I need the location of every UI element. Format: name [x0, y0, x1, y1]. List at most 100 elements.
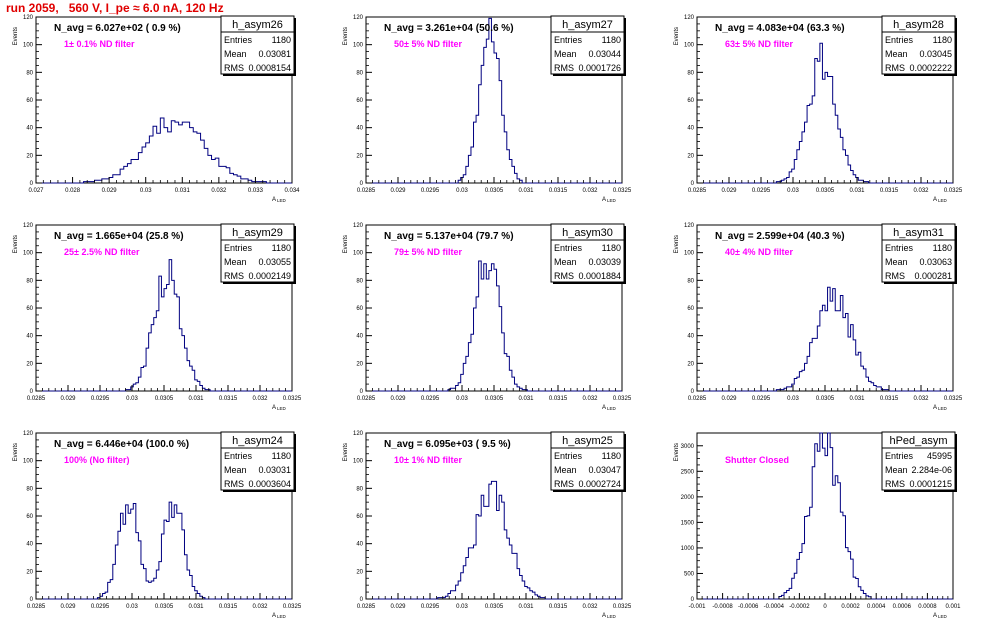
x-tick-label: 0.032	[582, 188, 598, 194]
y-tick-label: 3000	[681, 444, 695, 450]
y-tick-label: 0	[360, 181, 364, 187]
stats-label: Entries	[885, 35, 914, 45]
stats-box	[550, 431, 625, 491]
y-tick-label: 60	[356, 514, 363, 520]
stats-value: 1180	[933, 243, 952, 253]
y-tick-label: 20	[356, 153, 363, 159]
x-tick-label: 0.0305	[816, 396, 835, 402]
stats-label: Mean	[885, 49, 908, 59]
stats-label: RMS	[224, 63, 244, 73]
stats-value: 0.03044	[588, 49, 621, 59]
histogram-panel-h_asym26: 0.027 0.028 0.029 0.03 0.031 0.032 0.033 0.034 0…	[13, 15, 300, 203]
stats-value: 0.03063	[919, 257, 952, 267]
y-tick-label: 1500	[681, 520, 695, 526]
x-tick-label: 0.001	[945, 604, 961, 610]
stats-label: Entries	[554, 243, 583, 253]
x-tick-label: 0.031	[849, 188, 865, 194]
x-tick-label: 0.031	[188, 396, 204, 402]
x-tick-label: 0.032	[913, 396, 929, 402]
y-axis-label: Events	[674, 27, 680, 45]
x-tick-label: 0.0325	[944, 188, 963, 194]
x-tick-label: 0.032	[252, 396, 268, 402]
stats-value: 0.0002724	[578, 479, 621, 489]
histogram-line	[697, 432, 953, 600]
y-tick-label: 100	[23, 251, 34, 257]
x-tick-label: 0.0285	[357, 604, 376, 610]
x-axis-label-subscript: LED	[607, 198, 617, 203]
x-tick-label: 0.0295	[421, 604, 440, 610]
y-tick-label: 100	[23, 459, 34, 465]
stats-label: Mean	[885, 257, 908, 267]
x-axis-label: A	[933, 197, 937, 203]
y-tick-label: 80	[26, 486, 33, 492]
y-tick-label: 500	[684, 571, 695, 577]
x-tick-label: -0.0008	[712, 604, 733, 610]
y-tick-label: 20	[687, 361, 694, 367]
x-tick-label: 0.027	[28, 188, 44, 194]
n-avg-label: N_avg = 6.027e+02 ( 0.9 %)	[54, 23, 181, 34]
x-tick-label: 0.03	[126, 396, 138, 402]
x-tick-label: 0.0295	[421, 396, 440, 402]
stats-label: Entries	[885, 243, 914, 253]
y-axis-label: Events	[13, 443, 19, 461]
x-tick-label: 0.0285	[27, 396, 46, 402]
x-axis-label-subscript: LED	[607, 406, 617, 411]
stats-box	[881, 15, 956, 75]
x-tick-label: 0.0008	[918, 604, 937, 610]
stats-value: 0.0001884	[578, 271, 621, 281]
n-avg-label: N_avg = 6.095e+03 ( 9.5 %)	[384, 439, 511, 450]
stats-value: 1180	[272, 243, 291, 253]
filter-annotation: 63± 5% ND filter	[725, 39, 793, 49]
y-tick-label: 40	[26, 334, 33, 340]
stats-value: 0.000281	[914, 271, 952, 281]
y-tick-label: 60	[687, 98, 694, 104]
x-tick-label: 0.031	[849, 396, 865, 402]
stats-value: 0.0002149	[248, 271, 291, 281]
x-tick-label: 0.0004	[867, 604, 886, 610]
histogram-line	[697, 286, 953, 392]
y-tick-label: 120	[23, 15, 34, 21]
x-tick-label: 0.0325	[283, 604, 302, 610]
filter-annotation: 40± 4% ND filter	[725, 247, 793, 257]
histogram-name: h_asym24	[232, 435, 283, 447]
x-axis-label: A	[933, 613, 937, 619]
y-tick-label: 0	[691, 389, 695, 395]
histogram-line	[697, 42, 953, 184]
filter-annotation: 50± 5% ND filter	[394, 39, 462, 49]
y-tick-label: 0	[30, 181, 34, 187]
stats-value: 1180	[602, 243, 621, 253]
x-tick-label: 0.0305	[816, 188, 835, 194]
y-tick-label: 80	[687, 278, 694, 284]
filter-annotation: 1± 0.1% ND filter	[64, 39, 135, 49]
n-avg-label: N_avg = 2.599e+04 (40.3 %)	[715, 231, 845, 242]
x-axis-label: A	[272, 197, 276, 203]
x-tick-label: 0.0325	[283, 396, 302, 402]
stats-label: RMS	[554, 271, 574, 281]
x-axis-label-subscript: LED	[277, 406, 287, 411]
x-tick-label: 0.031	[188, 604, 204, 610]
x-tick-label: 0.0325	[613, 188, 632, 194]
y-tick-label: 60	[26, 514, 33, 520]
y-tick-label: 120	[353, 15, 364, 21]
y-tick-label: 0	[691, 597, 695, 603]
x-tick-label: 0.032	[252, 604, 268, 610]
y-tick-label: 2000	[681, 495, 695, 501]
x-tick-label: 0.0295	[91, 396, 110, 402]
x-tick-label: 0.0295	[91, 604, 110, 610]
y-axis-label: Events	[674, 443, 680, 461]
stats-label: Entries	[554, 35, 583, 45]
histogram-name: h_asym26	[232, 19, 283, 31]
y-axis-label: Events	[343, 443, 349, 461]
stats-label: RMS	[554, 479, 574, 489]
stats-label: Mean	[554, 465, 577, 475]
x-tick-label: 0.032	[582, 604, 598, 610]
x-tick-label: 0.0315	[549, 396, 568, 402]
stats-label: Entries	[554, 451, 583, 461]
x-tick-label: 0.0295	[752, 188, 771, 194]
x-tick-label: 0.029	[721, 396, 737, 402]
filter-annotation: 100% (No filter)	[64, 455, 130, 465]
y-tick-label: 40	[687, 334, 694, 340]
stats-value: 0.0003604	[248, 479, 291, 489]
x-tick-label: 0.0285	[688, 188, 707, 194]
y-axis-label: Events	[343, 235, 349, 253]
